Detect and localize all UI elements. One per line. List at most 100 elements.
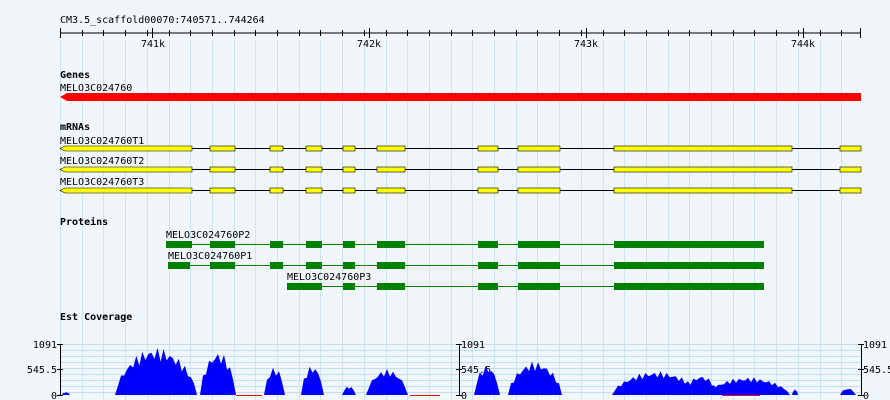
- mrna-exon[interactable]: [59, 145, 193, 152]
- ruler-tick-label: 743k: [574, 39, 598, 50]
- mrna-exon[interactable]: [613, 187, 793, 194]
- coverage-area: [115, 347, 197, 395]
- protein-block[interactable]: [306, 262, 322, 269]
- protein-block[interactable]: [270, 262, 283, 269]
- protein-block[interactable]: [377, 262, 405, 269]
- protein-block[interactable]: [210, 241, 235, 248]
- coverage-area: [706, 377, 790, 395]
- coverage-area: [684, 377, 718, 395]
- protein-feature-label[interactable]: MELO3C024760P1: [168, 251, 253, 262]
- mrna-feature-label[interactable]: MELO3C024760T2: [60, 156, 145, 167]
- mrna-exon[interactable]: [209, 166, 236, 173]
- mrna-exon[interactable]: [613, 166, 793, 173]
- mrna-exon[interactable]: [342, 187, 356, 194]
- protein-block[interactable]: [518, 241, 560, 248]
- mrna-exon[interactable]: [376, 187, 406, 194]
- gene-feature-label[interactable]: MELO3C024760: [60, 83, 133, 94]
- mrna-exon[interactable]: [342, 145, 356, 152]
- coverage-area: [792, 389, 798, 395]
- mrna-exon[interactable]: [269, 187, 284, 194]
- mrna-exon[interactable]: [209, 145, 236, 152]
- coverage-axis-label: 545.5: [27, 365, 57, 376]
- protein-block[interactable]: [343, 241, 355, 248]
- protein-block[interactable]: [518, 262, 560, 269]
- protein-block[interactable]: [270, 241, 283, 248]
- ruler-tick-label: 741k: [141, 39, 165, 50]
- ruler[interactable]: 741k 742k 743k 744k: [60, 28, 861, 50]
- coverage-axis-label: 1091: [33, 340, 57, 351]
- protein-block[interactable]: [614, 262, 764, 269]
- mrna-exon[interactable]: [305, 145, 323, 152]
- coverage-axis-label: 1091: [863, 340, 887, 351]
- mrna-exon[interactable]: [477, 187, 499, 194]
- protein-block[interactable]: [168, 262, 190, 269]
- track-title-mrnas: mRNAs: [60, 122, 91, 133]
- mrna-feature-label[interactable]: MELO3C024760T3: [60, 177, 145, 188]
- gene-feature[interactable]: [60, 93, 861, 101]
- protein-block[interactable]: [478, 283, 498, 290]
- mrna-exon[interactable]: [376, 145, 406, 152]
- mrna-exon[interactable]: [305, 166, 323, 173]
- protein-block[interactable]: [343, 283, 355, 290]
- mrna-exon[interactable]: [269, 145, 284, 152]
- mrna-exon[interactable]: [517, 187, 561, 194]
- coverage-area: [200, 354, 236, 395]
- protein-block[interactable]: [343, 262, 355, 269]
- protein-block[interactable]: [377, 283, 405, 290]
- locus-label: CM3.5_scaffold00070:740571..744264: [60, 15, 265, 26]
- gene-feature-bar[interactable]: [60, 93, 861, 101]
- mrna-exon[interactable]: [517, 145, 561, 152]
- protein-block[interactable]: [518, 283, 560, 290]
- protein-block[interactable]: [478, 262, 498, 269]
- coverage-area: [840, 389, 856, 395]
- track-title-genes: Genes: [60, 70, 91, 81]
- mrna-exon[interactable]: [269, 166, 284, 173]
- protein-block[interactable]: [306, 241, 322, 248]
- ruler-tick-label: 744k: [791, 39, 815, 50]
- coverage-area: [62, 392, 70, 395]
- protein-block[interactable]: [166, 241, 192, 248]
- mrna-exon[interactable]: [477, 166, 499, 173]
- protein-block[interactable]: [614, 241, 764, 248]
- protein-feature-label[interactable]: MELO3C024760P3: [287, 272, 372, 283]
- protein-features: [166, 241, 764, 290]
- track-title-est-coverage: Est Coverage: [60, 312, 133, 323]
- mrna-exon[interactable]: [477, 145, 499, 152]
- coverage-area: [474, 366, 500, 395]
- coverage-area: [508, 361, 562, 395]
- protein-block[interactable]: [614, 283, 764, 290]
- protein-block[interactable]: [377, 241, 405, 248]
- track-title-proteins: Proteins: [60, 217, 109, 228]
- protein-block[interactable]: [210, 262, 235, 269]
- mrna-exon[interactable]: [342, 166, 356, 173]
- coverage-area: [366, 369, 408, 395]
- mrna-exon[interactable]: [839, 145, 862, 152]
- mrna-exon[interactable]: [613, 145, 793, 152]
- coverage-area: [264, 367, 285, 395]
- mrna-exon[interactable]: [839, 187, 862, 194]
- mrna-exon[interactable]: [839, 166, 862, 173]
- coverage-axis-label: 0: [863, 391, 869, 400]
- protein-block[interactable]: [478, 241, 498, 248]
- coverage-axis-label: 1091: [461, 340, 485, 351]
- coverage-area: [612, 371, 700, 395]
- mrna-exon[interactable]: [305, 187, 323, 194]
- mrna-exon[interactable]: [59, 187, 193, 194]
- coverage-area: [301, 366, 324, 395]
- mrna-exon[interactable]: [517, 166, 561, 173]
- coverage-axis-label: 545.5: [461, 365, 491, 376]
- coverage-axis-label: 0: [461, 391, 467, 400]
- mrna-exon[interactable]: [376, 166, 406, 173]
- mrna-exon[interactable]: [209, 187, 236, 194]
- coverage-axis-label: 0: [51, 391, 57, 400]
- ruler-minor-ticks: [82, 30, 842, 36]
- coverage-axis-label: 545.5: [863, 365, 890, 376]
- est-coverage-plot: 1091 545.5 0 1091 545.5 0 1091 545.5 0: [27, 340, 890, 400]
- mrna-feature-label[interactable]: MELO3C024760T1: [60, 136, 145, 147]
- protein-block[interactable]: [287, 283, 322, 290]
- protein-feature-label[interactable]: MELO3C024760P2: [166, 230, 251, 241]
- mrna-exon[interactable]: [59, 166, 193, 173]
- coverage-area: [342, 386, 356, 395]
